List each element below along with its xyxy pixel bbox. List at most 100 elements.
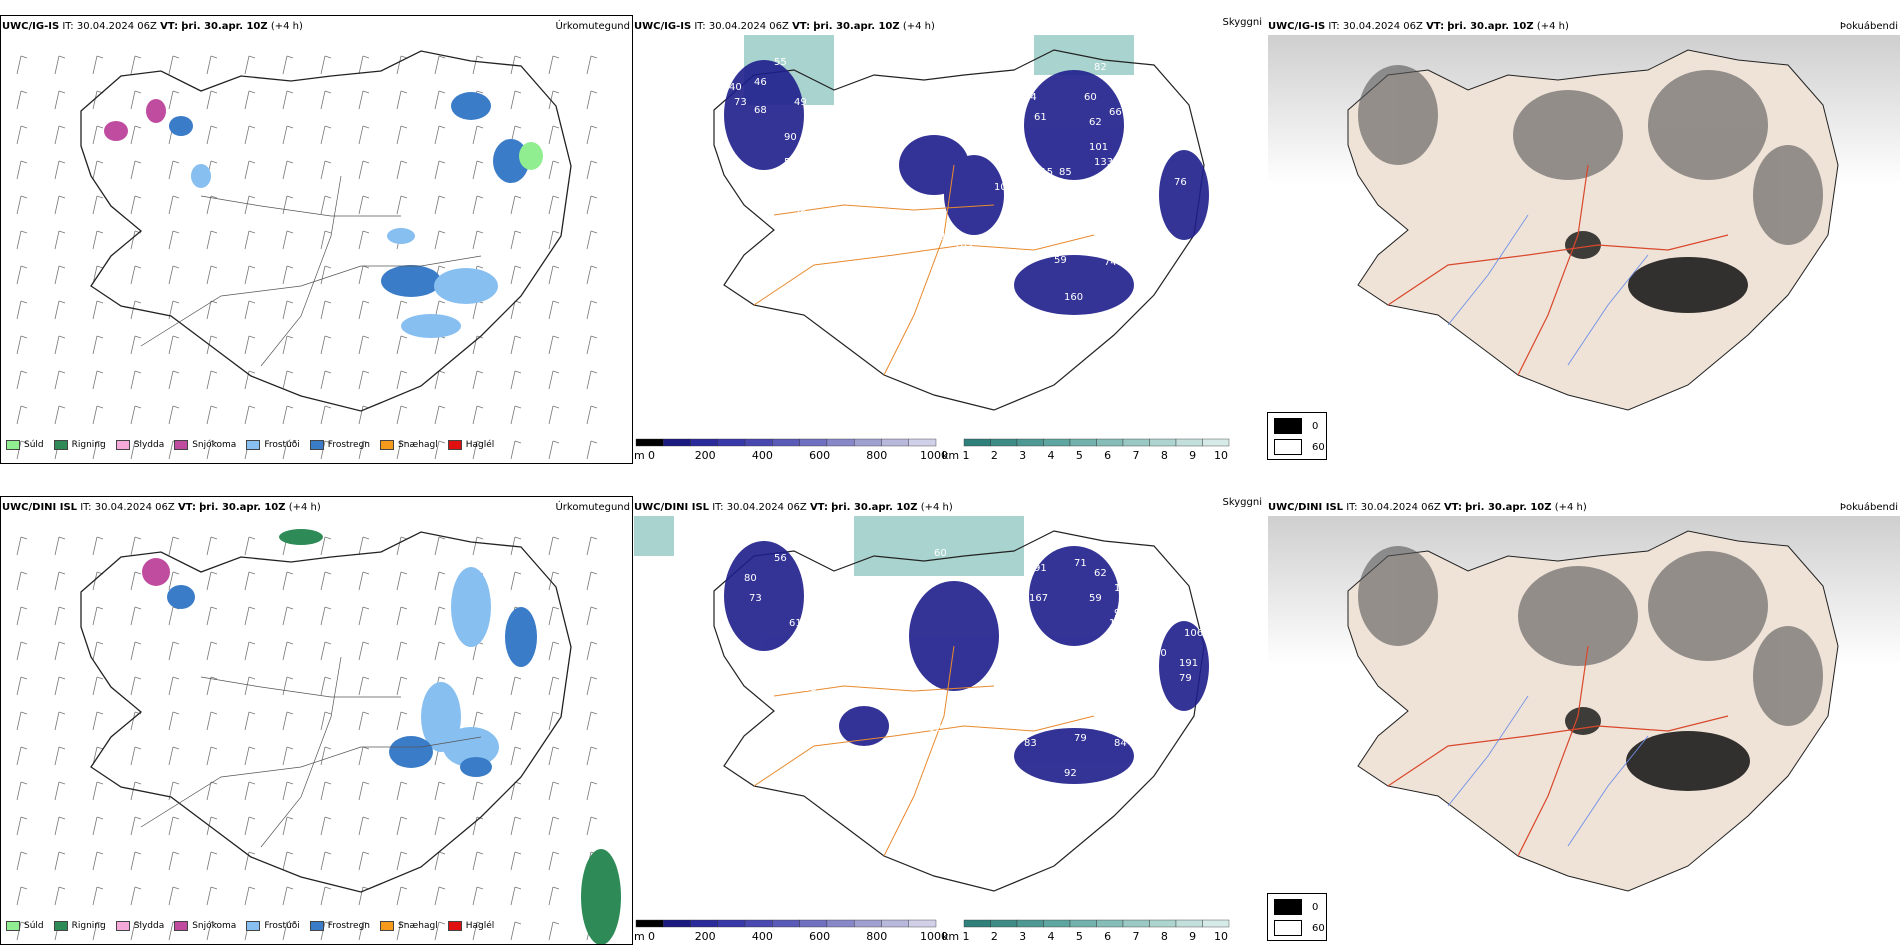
wind-barb bbox=[168, 851, 180, 871]
wind-barb bbox=[54, 851, 66, 871]
wind-barb bbox=[472, 230, 484, 250]
precip-title-row1: Úrkomutegund bbox=[555, 21, 630, 32]
ceiling-bar-segment bbox=[717, 438, 746, 447]
wind-barb bbox=[548, 676, 560, 696]
vis-bar-segment bbox=[1149, 919, 1177, 928]
ceiling-bar-segment bbox=[717, 919, 746, 928]
legend-label: Rigning bbox=[71, 921, 106, 931]
legend-swatch bbox=[246, 921, 261, 931]
init-time: IT: 30.04.2024 06Z bbox=[1346, 502, 1441, 513]
wind-barb bbox=[16, 571, 28, 591]
wind-barb bbox=[130, 90, 142, 110]
wind-barb bbox=[358, 746, 370, 766]
wind-barb bbox=[130, 125, 142, 145]
vt-label: VT: bbox=[160, 21, 179, 32]
legend-item-frostregn: Frostregn bbox=[309, 921, 370, 931]
wind-barb bbox=[206, 816, 218, 836]
legend-item-snæhagl: Snæhagl bbox=[380, 440, 438, 450]
wind-barb bbox=[16, 265, 28, 285]
ceiling-bar-segment bbox=[690, 438, 719, 447]
wind-barb bbox=[396, 55, 408, 75]
wind-barb bbox=[548, 816, 560, 836]
wind-barb bbox=[168, 405, 180, 425]
ceiling-value-label: 64 bbox=[1024, 92, 1037, 103]
vis-tick-label: 8 bbox=[1161, 449, 1168, 461]
vis-bar-segment bbox=[990, 919, 1018, 928]
wind-barb bbox=[358, 55, 370, 75]
ceiling-bar-segment bbox=[881, 438, 909, 447]
ceiling-value-label: 53 bbox=[804, 683, 817, 694]
wind-barb bbox=[548, 55, 560, 75]
wind-barb bbox=[282, 606, 294, 626]
fog-title-row2: Þokuábendi bbox=[1839, 502, 1898, 513]
ceiling-value-label: 91 bbox=[1034, 563, 1047, 574]
wind-barb bbox=[92, 711, 104, 731]
ceiling-value-label: 160 bbox=[1064, 292, 1083, 303]
ceiling-value-label: 84 bbox=[774, 187, 787, 198]
roads bbox=[140, 656, 482, 848]
wind-barb bbox=[16, 370, 28, 390]
wind-barb bbox=[130, 536, 142, 556]
precip-map-row1 bbox=[0, 15, 633, 464]
wind-barb bbox=[586, 746, 598, 766]
wind-barb bbox=[244, 405, 256, 425]
ceiling-bar-segment bbox=[635, 919, 664, 928]
precip-legend-row1: Súld Rigning Slydda Snjókoma Frostúði Frostre… bbox=[6, 440, 494, 450]
fog-title-row1: Þokuábendi bbox=[1839, 21, 1898, 32]
precip-blobs bbox=[142, 529, 621, 944]
wind-barb bbox=[548, 886, 560, 906]
wind-barb bbox=[206, 195, 218, 215]
wind-barb bbox=[586, 90, 598, 110]
ceiling-value-label: 40 bbox=[729, 82, 742, 93]
wind-barb bbox=[16, 641, 28, 661]
wind-barb bbox=[396, 851, 408, 871]
wind-barb bbox=[358, 641, 370, 661]
wind-barb bbox=[168, 335, 180, 355]
wind-barb bbox=[282, 440, 294, 460]
vis-tick-label: 5 bbox=[1076, 930, 1083, 942]
ceiling-value-label: 59 bbox=[784, 157, 797, 168]
wind-barb bbox=[206, 851, 218, 871]
legend-label: Frostúði bbox=[264, 440, 300, 450]
wind-barb bbox=[54, 300, 66, 320]
wind-barb bbox=[206, 265, 218, 285]
fog-legend-row2: 0 60 bbox=[1267, 893, 1327, 941]
wind-barb bbox=[396, 195, 408, 215]
wind-barb bbox=[358, 921, 370, 941]
valid-time: þri. 30.apr. 10Z bbox=[1465, 502, 1552, 513]
vis-tick-label: 6 bbox=[1104, 449, 1111, 461]
wind-barb bbox=[396, 335, 408, 355]
wind-barb bbox=[358, 335, 370, 355]
wind-barb bbox=[54, 571, 66, 591]
wind-barb bbox=[320, 571, 332, 591]
ceiling-value-label: 73 bbox=[734, 97, 747, 108]
ceiling-value-label: 215 bbox=[1024, 207, 1043, 218]
ceiling-value-label: 80 bbox=[744, 573, 757, 584]
ceiling-value-label: 87 bbox=[1014, 167, 1027, 178]
wind-barb bbox=[586, 816, 598, 836]
legend-swatch bbox=[174, 921, 189, 931]
wind-barb bbox=[320, 711, 332, 731]
wind-barb bbox=[16, 55, 28, 75]
wind-barb bbox=[586, 676, 598, 696]
wind-barb bbox=[510, 265, 522, 285]
wind-barb bbox=[206, 405, 218, 425]
lead-time: (+4 h) bbox=[920, 502, 953, 513]
vis-bar-segment bbox=[1175, 919, 1203, 928]
wind-barb bbox=[130, 335, 142, 355]
ceiling-value-label: 85 bbox=[1059, 167, 1072, 178]
wind-barb bbox=[434, 781, 446, 801]
wind-barb bbox=[510, 746, 522, 766]
ceiling-value-label: 68 bbox=[754, 105, 767, 116]
legend-label: Haglél bbox=[465, 921, 495, 931]
legend-label: Snjókoma bbox=[192, 440, 237, 450]
wind-barb bbox=[244, 90, 256, 110]
wind-barb bbox=[92, 300, 104, 320]
ceiling-value-label: 28 bbox=[1034, 638, 1047, 649]
wind-barb bbox=[130, 816, 142, 836]
wind-barb bbox=[16, 405, 28, 425]
wind-barb bbox=[472, 300, 484, 320]
wind-barb bbox=[586, 160, 598, 180]
ceiling-value-label: 61 bbox=[789, 618, 802, 629]
wind-barb bbox=[548, 606, 560, 626]
